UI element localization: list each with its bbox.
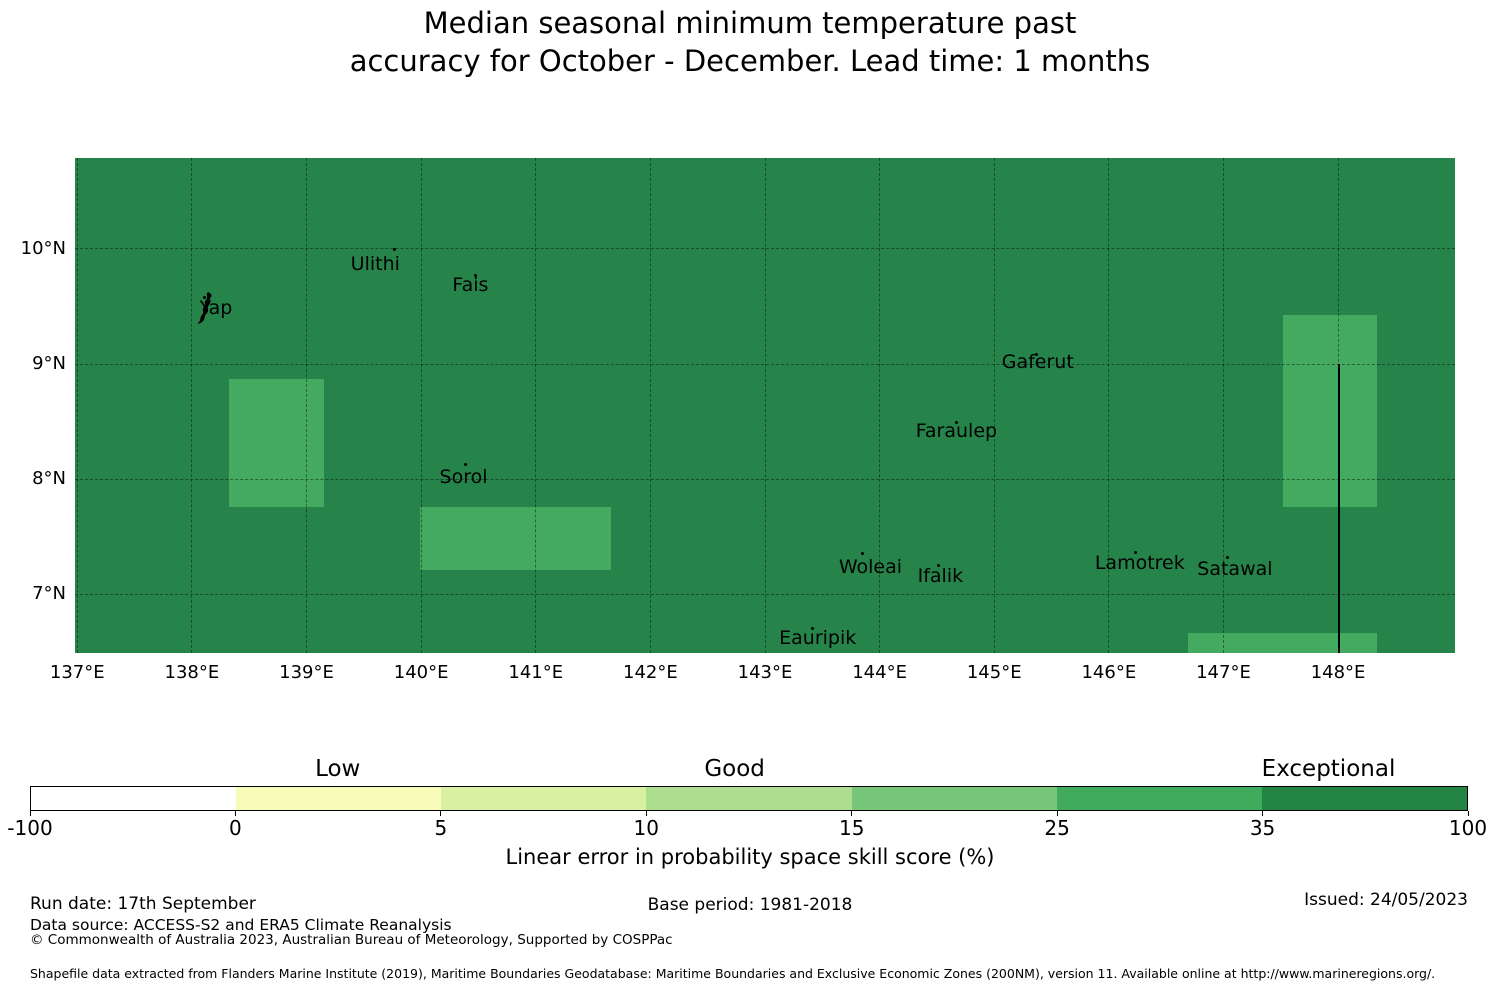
map-gridline-vertical (764, 158, 766, 653)
colorbar-tick (645, 811, 647, 816)
island-dot-gaferut (1035, 352, 1039, 356)
colorbar-tick (1467, 811, 1469, 816)
page-title: Median seasonal minimum temperature past… (0, 4, 1500, 80)
colorbar-tick (29, 811, 31, 816)
colorbar-tick-label: 35 (1249, 816, 1276, 840)
title-line-2: accuracy for October - December. Lead ti… (349, 44, 1151, 78)
map-gridline-horizontal (75, 478, 1455, 480)
colorbar-tick (851, 811, 853, 816)
eez-boundary-line (1338, 364, 1341, 653)
lon-tick-label: 147°E (1196, 662, 1251, 683)
colorbar (30, 786, 1468, 811)
map-region-block-yap (228, 379, 324, 507)
colorbar-axis-label: Linear error in probability space skill … (505, 845, 995, 869)
lat-tick-label: 8°N (32, 468, 66, 490)
data-source-text: Data source: ACCESS-S2 and ERA5 Climate … (30, 916, 452, 934)
lat-tick-label: 10°N (20, 237, 66, 259)
colorbar-tick-label: 0 (229, 816, 242, 840)
colorbar-segment (236, 787, 442, 810)
location-label-eauripik: Eauripik (779, 627, 857, 650)
island-dot-fais (473, 273, 477, 277)
map-gridline-vertical (76, 158, 78, 653)
colorbar-tick-label: 25 (1044, 816, 1070, 840)
map-gridline-vertical (1108, 158, 1110, 653)
island-dot-ifalik (936, 563, 940, 567)
colorbar-class-label-exceptional: Exceptional (1261, 756, 1396, 782)
colorbar-class-label-good: Good (704, 756, 765, 782)
island-dot-woleai (860, 551, 864, 555)
location-label-ifalik: Ifalik (917, 564, 964, 587)
map-gridline-horizontal (75, 593, 1455, 595)
island-dot-satawal (1226, 555, 1230, 559)
island-dot-yap (203, 295, 207, 299)
map-gridline-vertical (306, 158, 308, 653)
colorbar-segment (441, 787, 647, 810)
map-gridline-horizontal (75, 363, 1455, 365)
lon-tick-label: 138°E (164, 662, 220, 683)
location-label-ulithi: Ulithi (350, 252, 400, 275)
lon-tick-label: 142°E (623, 662, 678, 683)
map-gridline-vertical (879, 158, 881, 653)
lon-tick-label: 140°E (393, 662, 449, 683)
lon-tick-label: 143°E (737, 662, 793, 683)
colorbar-tick (1056, 811, 1058, 816)
colorbar-segment (31, 787, 237, 810)
title-line-1: Median seasonal minimum temperature past (423, 6, 1077, 40)
colorbar-segment (1261, 787, 1467, 810)
map-gridline-vertical (993, 158, 995, 653)
lat-tick-label: 9°N (32, 353, 66, 375)
colorbar-tick (1262, 811, 1264, 816)
map-gridline-vertical (1337, 158, 1339, 653)
colorbar-tick (440, 811, 442, 816)
location-label-faraulep: Faraulep (915, 419, 998, 442)
yap-island-shape (197, 291, 212, 324)
map-region-block-sorol (420, 506, 612, 571)
base-period-text: Base period: 1981-2018 (647, 895, 853, 915)
map-region-block-east (1283, 314, 1378, 507)
island-dot-eauripik (811, 627, 815, 631)
run-date-text: Run date: 17th September (30, 894, 256, 914)
map-gridline-vertical (420, 158, 422, 653)
lon-tick-label: 139°E (279, 662, 334, 683)
colorbar-segment (1056, 787, 1262, 810)
location-label-satawal: Satawal (1197, 557, 1273, 580)
lat-tick-label: 7°N (32, 583, 66, 605)
colorbar-tick-label: 5 (434, 816, 448, 840)
map-gridline-horizontal (75, 248, 1455, 250)
colorbar-tick-label: 15 (838, 816, 865, 840)
colorbar-tick-label: 10 (633, 816, 659, 840)
map-region-block-southeast (1187, 633, 1378, 653)
map-gridline-vertical (649, 158, 651, 653)
lon-tick-label: 141°E (508, 662, 564, 683)
lon-tick-label: 148°E (1310, 662, 1366, 683)
colorbar-tick-label: -100 (7, 816, 53, 840)
map-gridline-vertical (1222, 158, 1224, 653)
island-dot-ulithi (392, 247, 396, 251)
island-dot-faraulep (954, 420, 958, 424)
colorbar-tick-label: 100 (1448, 816, 1488, 840)
colorbar-segment (646, 787, 852, 810)
location-label-fais: Fais (452, 273, 489, 296)
lon-tick-label: 146°E (1081, 662, 1137, 683)
shapefile-note-text: Shapefile data extracted from Flanders M… (30, 966, 1436, 981)
lon-tick-label: 145°E (966, 662, 1022, 683)
location-label-gaferut: Gaferut (1001, 350, 1074, 373)
location-label-sorol: Sorol (439, 465, 488, 488)
map-gridline-vertical (535, 158, 537, 653)
map-area: Yap Ulithi Fais Gaferut Faraulep Sorol Woleai I… (75, 158, 1455, 653)
colorbar-segment (851, 787, 1057, 810)
lon-tick-label: 144°E (852, 662, 907, 683)
lon-tick-label: 137°E (49, 662, 105, 683)
location-label-lamotrek: Lamotrek (1094, 552, 1185, 575)
map-gridline-vertical (191, 158, 193, 653)
colorbar-class-label-low: Low (315, 756, 361, 782)
colorbar-tick (234, 811, 236, 816)
island-dot-lamotrek (1134, 551, 1138, 555)
issued-date-text: Issued: 24/05/2023 (1304, 890, 1468, 910)
island-dot-sorol (464, 462, 468, 466)
location-label-woleai: Woleai (838, 555, 903, 578)
copyright-text: © Commonwealth of Australia 2023, Austra… (30, 932, 673, 948)
